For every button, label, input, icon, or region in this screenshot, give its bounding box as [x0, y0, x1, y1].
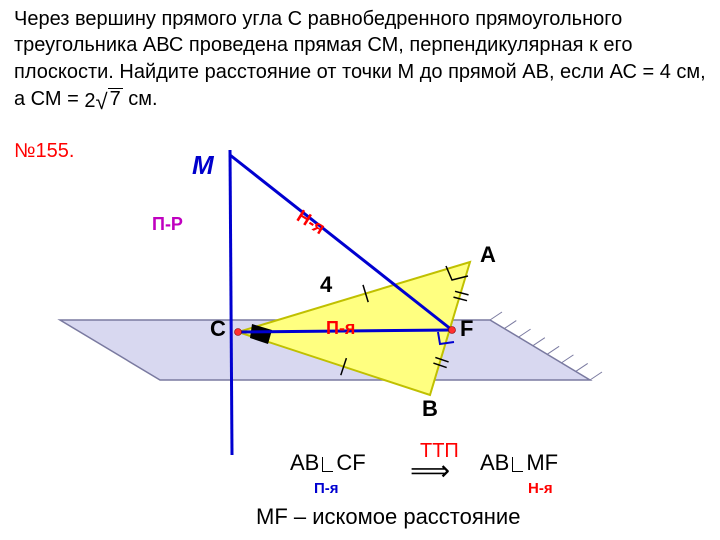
seg-MF: MF — [526, 450, 558, 475]
label-A: А — [480, 242, 496, 268]
conclusion-left: AB CF — [290, 450, 366, 476]
tag-H-ya: Н-я — [528, 480, 553, 497]
label-M: М — [192, 150, 214, 181]
seg-AB-2: AB — [480, 450, 509, 475]
perp-icon — [322, 457, 333, 472]
final-statement: MF – искомое расстояние — [256, 504, 520, 530]
implies-arrow: ⟹ — [410, 454, 450, 487]
seg-AB-1: AB — [290, 450, 319, 475]
label-P-ya-mid: П-я — [326, 318, 355, 339]
seg-CF: CF — [336, 450, 365, 475]
side-length-4: 4 — [320, 272, 332, 298]
label-C: С — [210, 316, 226, 342]
label-B: В — [422, 396, 438, 422]
perp-icon-2 — [512, 457, 523, 472]
label-F: F — [460, 316, 473, 342]
tag-P-ya: П-я — [314, 480, 339, 497]
label-PR: П-Р — [152, 214, 183, 235]
conclusion-right: AB MF — [480, 450, 558, 476]
